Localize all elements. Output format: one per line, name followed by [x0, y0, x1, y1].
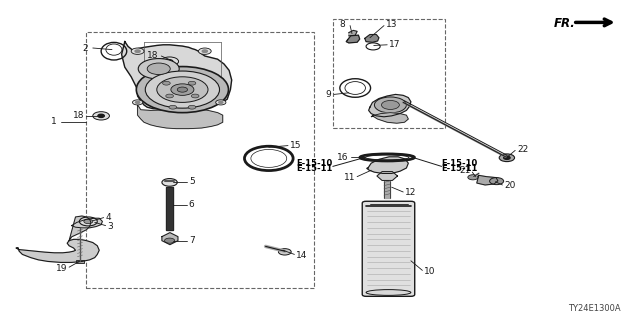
Text: 8: 8 [340, 20, 346, 29]
Circle shape [136, 101, 140, 103]
Polygon shape [162, 233, 178, 245]
Circle shape [191, 94, 199, 98]
Bar [76, 260, 84, 263]
Polygon shape [138, 105, 223, 129]
Circle shape [84, 219, 93, 224]
Circle shape [198, 48, 211, 54]
Polygon shape [72, 218, 102, 228]
Text: 11: 11 [344, 173, 355, 182]
Text: E-15-11: E-15-11 [442, 164, 478, 173]
Text: 22: 22 [517, 145, 529, 154]
Polygon shape [166, 187, 173, 230]
Circle shape [157, 77, 208, 102]
Circle shape [202, 50, 207, 52]
Text: 19: 19 [56, 264, 67, 273]
Circle shape [166, 60, 173, 63]
Circle shape [188, 81, 196, 85]
Bar [333, 19, 445, 128]
Text: 13: 13 [386, 20, 397, 29]
Circle shape [490, 178, 504, 185]
FancyBboxPatch shape [362, 201, 415, 296]
Polygon shape [367, 157, 408, 173]
Text: 20: 20 [504, 181, 516, 190]
Polygon shape [346, 35, 360, 43]
Polygon shape [349, 30, 357, 36]
Text: E-15-10: E-15-10 [296, 159, 333, 168]
Text: 7: 7 [189, 236, 195, 245]
Circle shape [145, 71, 220, 108]
Text: 1: 1 [51, 117, 56, 126]
Circle shape [98, 114, 104, 117]
Text: 4: 4 [106, 213, 111, 222]
Text: 18: 18 [73, 111, 84, 120]
Circle shape [161, 57, 179, 66]
Polygon shape [477, 175, 498, 185]
Circle shape [374, 97, 406, 113]
Text: E-15-11: E-15-11 [296, 164, 333, 173]
Circle shape [499, 154, 515, 162]
Circle shape [169, 105, 177, 109]
Text: 18: 18 [147, 51, 159, 60]
Text: TY24E1300A: TY24E1300A [568, 304, 621, 313]
Text: 15: 15 [290, 141, 301, 150]
Circle shape [468, 175, 478, 180]
Circle shape [162, 179, 177, 186]
Text: E-15-10: E-15-10 [442, 159, 478, 168]
Polygon shape [69, 216, 91, 241]
Text: 17: 17 [389, 40, 401, 49]
Circle shape [132, 100, 143, 105]
Text: 14: 14 [296, 251, 308, 260]
Circle shape [177, 87, 188, 92]
Circle shape [79, 217, 97, 226]
Circle shape [138, 59, 179, 79]
Circle shape [163, 81, 170, 85]
Text: 6: 6 [189, 200, 195, 209]
Circle shape [219, 101, 223, 103]
Text: 5: 5 [189, 177, 195, 186]
Polygon shape [384, 181, 390, 198]
Circle shape [188, 105, 196, 109]
Polygon shape [122, 42, 232, 109]
Circle shape [164, 238, 175, 243]
Circle shape [171, 84, 194, 95]
Circle shape [381, 100, 399, 109]
Polygon shape [16, 239, 99, 262]
Text: FR.: FR. [554, 17, 575, 29]
Circle shape [147, 63, 170, 75]
Circle shape [131, 48, 144, 54]
Polygon shape [377, 172, 397, 180]
Circle shape [136, 67, 228, 113]
Circle shape [93, 112, 109, 120]
Circle shape [166, 94, 173, 98]
Text: 10: 10 [424, 267, 436, 276]
Text: 21: 21 [459, 166, 470, 175]
Circle shape [216, 100, 226, 105]
Circle shape [504, 156, 510, 159]
Polygon shape [369, 94, 411, 117]
Text: 9: 9 [326, 90, 332, 99]
Text: 2: 2 [83, 44, 88, 52]
Text: 3: 3 [108, 222, 113, 231]
Text: 16: 16 [337, 153, 349, 162]
Ellipse shape [366, 290, 411, 295]
Polygon shape [371, 113, 408, 123]
Bar [86, 32, 314, 288]
Polygon shape [365, 35, 379, 42]
Text: 12: 12 [405, 188, 417, 197]
Circle shape [278, 249, 291, 255]
Circle shape [135, 50, 140, 52]
